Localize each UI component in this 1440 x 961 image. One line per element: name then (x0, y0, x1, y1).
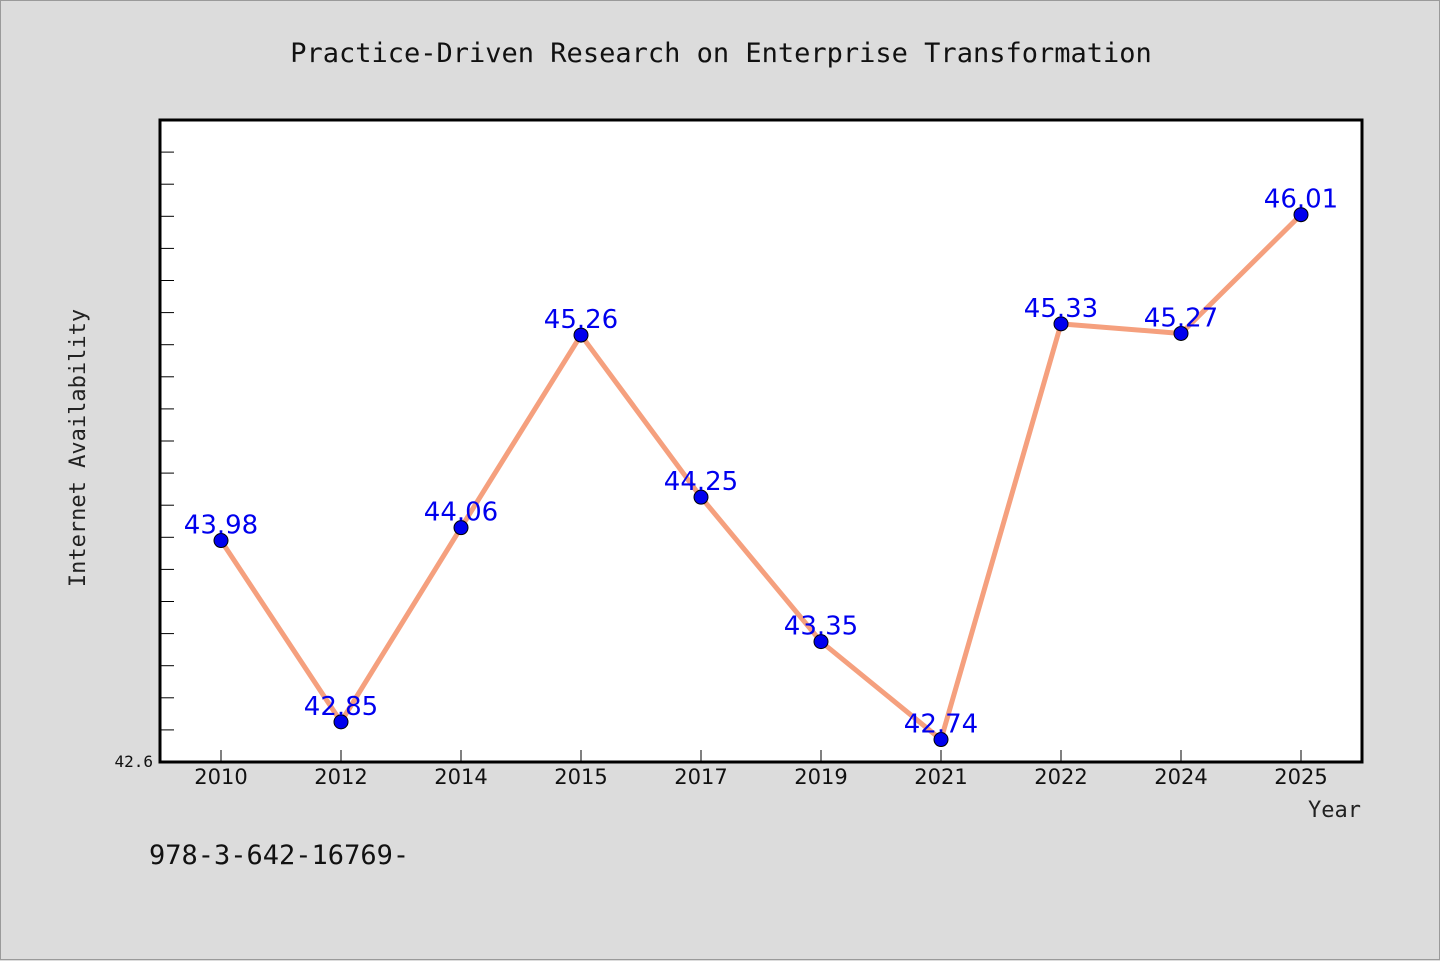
data-label: 44.06 (424, 498, 498, 528)
data-point (213, 533, 229, 549)
series-line (218, 212, 1304, 743)
data-label: 45.27 (1144, 303, 1218, 333)
data-point (453, 520, 469, 536)
plot-area (160, 120, 1362, 762)
data-label: 43.98 (184, 511, 258, 541)
data-point (333, 714, 349, 730)
x-tick-label: 2022 (1034, 765, 1087, 789)
footnote-isbn: 978-3-642-16769- (149, 840, 409, 871)
data-label: 44.25 (664, 467, 738, 497)
x-tick-label: 2024 (1154, 765, 1207, 789)
data-label: 45.33 (1024, 294, 1098, 324)
x-tick-label: 2025 (1274, 765, 1327, 789)
x-tick-label: 2017 (674, 765, 727, 789)
y-axis-label: Internet Availability (66, 309, 91, 587)
data-label: 42.74 (904, 710, 978, 740)
data-label: 46.01 (1264, 185, 1338, 215)
x-tick-label: 2014 (434, 765, 487, 789)
x-tick-label: 2012 (314, 765, 367, 789)
data-point (693, 489, 709, 505)
data-point (1293, 207, 1309, 223)
y-axis-ticks (160, 119, 174, 763)
data-point (1053, 316, 1069, 332)
data-point (573, 327, 589, 343)
chart-title: Practice-Driven Research on Enterprise T… (290, 38, 1152, 69)
data-label: 45.26 (544, 305, 618, 335)
plot-border (158, 118, 1364, 764)
x-tick-label: 2015 (554, 765, 607, 789)
data-point (1173, 325, 1189, 341)
x-axis-label: Year (1308, 798, 1361, 823)
x-tick-label: 2021 (914, 765, 967, 789)
data-label: 42.85 (304, 692, 378, 722)
data-point (933, 732, 949, 748)
x-tick-label: 2010 (194, 765, 247, 789)
x-tick-label: 2019 (794, 765, 847, 789)
data-point (813, 634, 829, 650)
data-label: 43.35 (784, 612, 858, 642)
x-axis-ticks: 2010 2012 2014 2015 2017 2019 2021 2022 2024 2025 (194, 750, 1328, 789)
series-layer: 43.98 42.85 44.06 45.26 44.25 43.35 42.74 45.33… (184, 185, 1338, 748)
y-tick-label-min: 42.6 (114, 752, 153, 771)
